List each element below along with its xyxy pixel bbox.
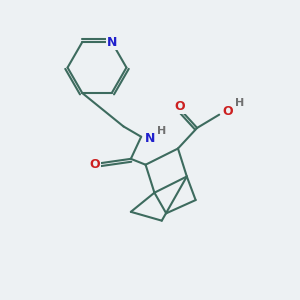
Text: H: H — [158, 126, 166, 136]
Text: N: N — [106, 36, 117, 49]
Text: O: O — [175, 100, 185, 113]
Text: H: H — [236, 98, 244, 109]
Text: N: N — [145, 132, 155, 145]
Text: O: O — [223, 105, 233, 118]
Text: O: O — [89, 158, 100, 171]
